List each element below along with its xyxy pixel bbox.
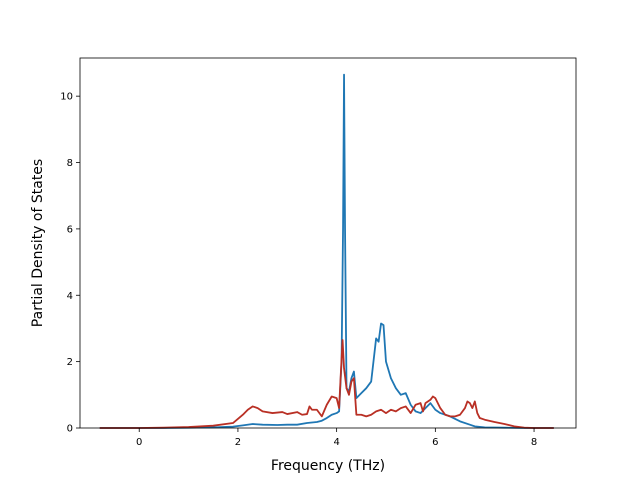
series-line-2	[99, 339, 554, 429]
y-tick-label: 6	[67, 224, 73, 235]
x-tick-label: 4	[333, 437, 339, 448]
x-tick-label: 2	[235, 437, 241, 448]
x-tick-label: 8	[531, 437, 537, 448]
y-axis-ticks: 0 2 4 6 8 10	[60, 92, 80, 435]
plot-frame	[79, 57, 577, 429]
series-layer	[99, 73, 554, 429]
series-line-1	[99, 73, 554, 429]
y-tick-label: 0	[67, 424, 73, 435]
x-tick-label: 0	[136, 437, 142, 448]
y-tick-label: 4	[67, 291, 73, 302]
y-tick-label: 8	[67, 158, 73, 169]
y-axis-label: Partial Density of States	[30, 159, 46, 327]
x-tick-label: 6	[432, 437, 438, 448]
y-tick-label: 10	[60, 92, 73, 103]
x-axis-label: Frequency (THz)	[271, 458, 385, 474]
y-tick-label: 2	[67, 357, 73, 368]
x-axis-ticks: 0 2 4 6 8	[136, 428, 537, 448]
